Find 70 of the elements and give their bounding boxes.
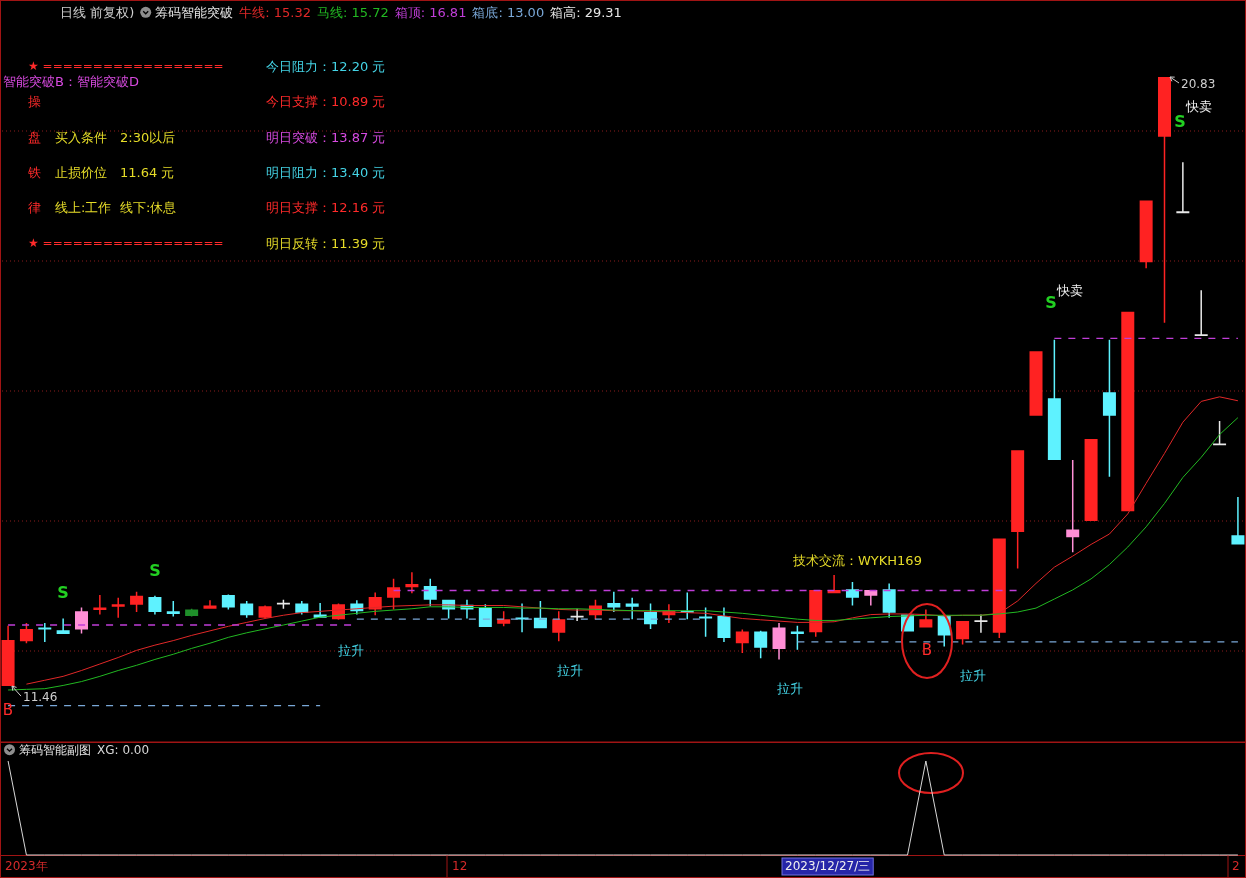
candlestick [625,597,639,620]
annotation: 拉升 [960,667,986,683]
candlestick [38,623,52,642]
annotation: 律 [28,199,41,215]
candlestick [1084,439,1098,521]
chart-title: 筹码智能副图 [19,743,91,757]
candlestick [185,608,199,617]
annotation: 11.64 元 [120,164,175,180]
candlestick [148,595,162,615]
candlestick [203,600,217,609]
annotation: 明日阻力：13.40 元 [266,164,386,180]
annotation: ★ ================== [28,59,224,74]
candlestick [405,572,419,594]
candlestick [919,609,933,628]
text: 2023/12/27/三 [785,859,871,874]
annotation: 箱高: 29.31 [550,5,622,20]
annotation: S [1174,111,1186,131]
annotation: S [1045,292,1057,312]
candlestick [1,625,15,687]
candlestick [166,600,180,617]
chart-subtitle: 日线 前复权) [60,5,135,20]
candlestick [1176,162,1190,214]
candlestick [93,595,107,615]
annotation: 拉升 [338,642,364,658]
candlestick [56,618,70,635]
annotation: B [921,641,933,660]
annotation: 拉升 [777,680,803,696]
annotation: 铁 [27,164,41,180]
annotation: 技术交流：WYKH169 [792,552,922,568]
candlestick [772,623,786,660]
annotation: 11.46 [23,690,58,705]
annotation: 明日反转：11.39 元 [266,235,386,251]
annotation: 明日突破：13.87 元 [266,129,386,145]
text: 箱顶: 16.81 [394,5,467,20]
text: 2 [1232,859,1240,874]
text: 牛线: 15.32 [239,5,311,20]
text: 马线: 15.72 [316,5,389,20]
candlestick [864,589,878,606]
candlestick [1029,351,1043,416]
annotation: 操 [28,93,41,109]
candlestick [1231,496,1245,545]
candlestick [111,597,125,618]
annotation: 今日阻力：12.20 元 [266,58,386,74]
annotation: 拉升 [557,662,583,678]
text: 2023年 [5,859,48,874]
text: 箱底: 13.00 [472,5,545,20]
text: XG: 0.00 [97,743,150,757]
annotation: 快卖 [1056,282,1083,298]
annotation: 20.83 [1181,77,1216,92]
annotation: 止损价位 [55,164,107,180]
text: 12 [452,859,468,874]
annotation: 盘 [28,129,41,145]
annotation: 智能突破B：智能突破D [3,73,139,89]
annotation: S [57,582,69,602]
annotation: B [2,701,14,720]
candlestick [1194,290,1208,336]
candlestick [552,611,566,642]
annotation: 线上:工作 [55,199,112,215]
annotation: 线下:休息 [120,199,177,215]
annotation: S [149,560,161,580]
candlestick [607,591,621,612]
annotation: 今日支撑：10.89 元 [266,93,386,109]
chart-title: 筹码智能突破 [155,5,234,20]
candlestick [882,583,896,618]
annotation: 2:30以后 [120,129,176,145]
candlestick [974,614,988,633]
annotation: 明日支撑：12.16 元 [266,199,386,215]
annotation: 买入条件 [55,129,107,145]
annotation: 快卖 [1185,98,1212,114]
annotation: ★ ================== [28,236,224,251]
